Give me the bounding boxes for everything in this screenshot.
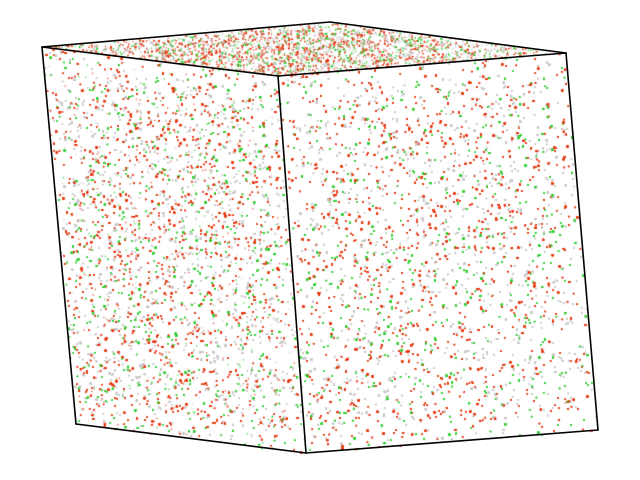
particle-cloud <box>0 0 640 480</box>
simulation-viewport[interactable] <box>0 0 640 480</box>
